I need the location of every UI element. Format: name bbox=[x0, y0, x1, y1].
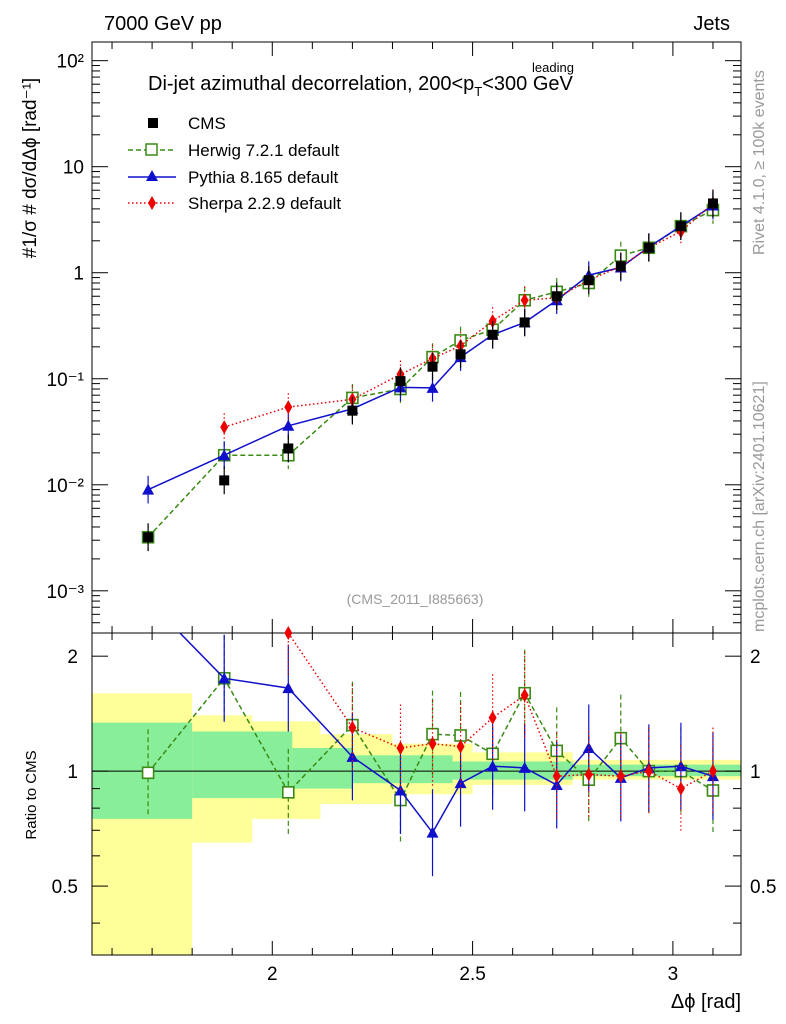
title-sup: leading bbox=[532, 60, 574, 75]
header-right: Jets bbox=[693, 13, 730, 35]
sherpa-ratio-point bbox=[284, 626, 293, 640]
pythia-ratio-point bbox=[282, 682, 295, 694]
axis-tick-labels: 2 2.5 3 10⁻³ 10⁻² 10⁻¹ 1 10 10² 0.5 0.5 1 1 2 2 bbox=[47, 52, 777, 985]
cms-point bbox=[551, 291, 562, 302]
top-y-axis-title: #1/σ # dσ/dΔϕ [rad⁻¹] bbox=[20, 78, 41, 258]
sherpa-ratio-point bbox=[348, 720, 357, 735]
pythia-point bbox=[218, 449, 231, 461]
pythia-ratio-point bbox=[486, 760, 499, 772]
top-y-tick-label: 10⁻¹ bbox=[47, 370, 85, 391]
cms-point bbox=[427, 361, 438, 372]
x-tick-label: 3 bbox=[668, 964, 679, 985]
ratio-y-tick-label-left: 1 bbox=[67, 762, 78, 783]
cms-point bbox=[143, 532, 154, 543]
sherpa-ratio-point bbox=[616, 769, 625, 784]
top-y-tick-label: 1 bbox=[73, 264, 84, 285]
ratio-y-tick-label-right: 0.5 bbox=[750, 877, 776, 898]
ratio-y-axis-title: Ratio to CMS bbox=[23, 750, 40, 839]
uncertainty-bands bbox=[92, 693, 741, 955]
cms-point bbox=[283, 443, 294, 454]
pythia-ratio-point bbox=[550, 778, 563, 790]
chart-title: Di-jet azimuthal decorrelation, 200<pT<3… bbox=[148, 73, 574, 99]
sherpa-ratio-point bbox=[520, 688, 529, 703]
pythia-ratio-point bbox=[454, 777, 467, 789]
cms-point bbox=[519, 317, 530, 328]
pythia-line bbox=[147, 204, 714, 491]
sherpa-ratio-point bbox=[428, 736, 437, 751]
top-y-tick-label: 10 bbox=[63, 158, 84, 179]
stat-uncertainty-band bbox=[192, 731, 293, 799]
sherpa-ratio-point bbox=[644, 764, 653, 779]
stat-uncertainty-band bbox=[352, 755, 453, 784]
legend-marker-cms bbox=[148, 118, 158, 128]
x-tick-label: 2.5 bbox=[459, 964, 485, 985]
sherpa-ratio-point bbox=[552, 769, 561, 784]
title-main: Di-jet azimuthal decorrelation, 200<p bbox=[148, 73, 474, 95]
herwig-ratio-point bbox=[141, 766, 155, 780]
pythia-ratio-point bbox=[394, 784, 407, 796]
ratio-y-tick-label-right: 1 bbox=[750, 762, 761, 783]
rivet-label: Rivet 4.1.0, ≥ 100k events bbox=[751, 70, 768, 255]
cms-point bbox=[395, 376, 406, 387]
pythia-ratio-point bbox=[518, 761, 531, 773]
stat-uncertainty-band bbox=[452, 761, 573, 780]
pythia-point bbox=[426, 381, 439, 393]
legend-marker-sherpa bbox=[148, 196, 156, 210]
x-axis-title: Δϕ [rad] bbox=[671, 991, 741, 1013]
sherpa-line bbox=[223, 202, 714, 428]
sherpa-ratio-point bbox=[676, 781, 685, 796]
sherpa-point bbox=[220, 420, 229, 435]
sherpa-point bbox=[520, 293, 529, 308]
title-tail: <300 GeV bbox=[482, 73, 573, 95]
title-sub: T bbox=[474, 84, 482, 99]
cms-point bbox=[583, 275, 594, 286]
data-series bbox=[141, 189, 720, 552]
analysis-id: (CMS_2011_I885663) bbox=[347, 591, 484, 607]
ratio-y-tick-label-left: 2 bbox=[67, 647, 78, 668]
ratio-panel bbox=[91, 632, 742, 956]
sherpa-ratio-point bbox=[456, 739, 465, 754]
top-y-tick-label: 10² bbox=[57, 52, 84, 73]
legend-marker-pythia bbox=[146, 170, 158, 181]
cms-point bbox=[615, 261, 626, 272]
ratio-frame bbox=[91, 632, 742, 956]
ratio-y-tick-label-left: 0.5 bbox=[52, 877, 78, 898]
legend-label-pythia: Pythia 8.165 default bbox=[188, 168, 339, 187]
legend-label-herwig: Herwig 7.2.1 default bbox=[188, 141, 339, 160]
top-y-tick-label: 10⁻³ bbox=[47, 582, 85, 603]
header-left: 7000 GeV pp bbox=[104, 13, 222, 35]
cms-point bbox=[219, 475, 230, 486]
sherpa-ratio-point bbox=[396, 740, 405, 755]
cms-point bbox=[675, 221, 686, 232]
top-y-tick-label: 10⁻² bbox=[47, 476, 85, 497]
pythia-ratio-point bbox=[218, 672, 231, 684]
pythia-ratio-point bbox=[426, 826, 439, 838]
legend-marker-herwig bbox=[145, 143, 158, 156]
mcplots-label: mcplots.cern.ch [arXiv:2401.10621] bbox=[751, 381, 768, 632]
cms-point bbox=[643, 242, 654, 253]
cms-point bbox=[487, 329, 498, 340]
sherpa-ratio-point bbox=[488, 710, 497, 725]
pythia-point bbox=[282, 419, 295, 431]
ratio-series bbox=[141, 626, 720, 877]
stat-uncertainty-band bbox=[572, 764, 741, 777]
pythia-point bbox=[142, 483, 155, 495]
sherpa-ratio-point bbox=[708, 764, 717, 779]
cms-point bbox=[347, 405, 358, 416]
cms-point bbox=[707, 198, 718, 209]
sherpa-point bbox=[284, 400, 293, 415]
x-tick-label: 2 bbox=[267, 964, 278, 985]
cms-point bbox=[455, 349, 466, 360]
axis-ticks bbox=[92, 42, 741, 955]
stat-uncertainty-band bbox=[292, 747, 353, 789]
legend-label-sherpa: Sherpa 2.2.9 default bbox=[188, 194, 341, 213]
ratio-y-tick-label-right: 2 bbox=[750, 647, 761, 668]
herwig-ratio-point bbox=[282, 786, 295, 799]
legend: CMS Herwig 7.2.1 default Pythia 8.165 de… bbox=[128, 114, 341, 213]
legend-label-cms: CMS bbox=[188, 114, 226, 133]
herwig-line bbox=[147, 209, 714, 538]
sherpa-ratio-point bbox=[584, 767, 593, 782]
